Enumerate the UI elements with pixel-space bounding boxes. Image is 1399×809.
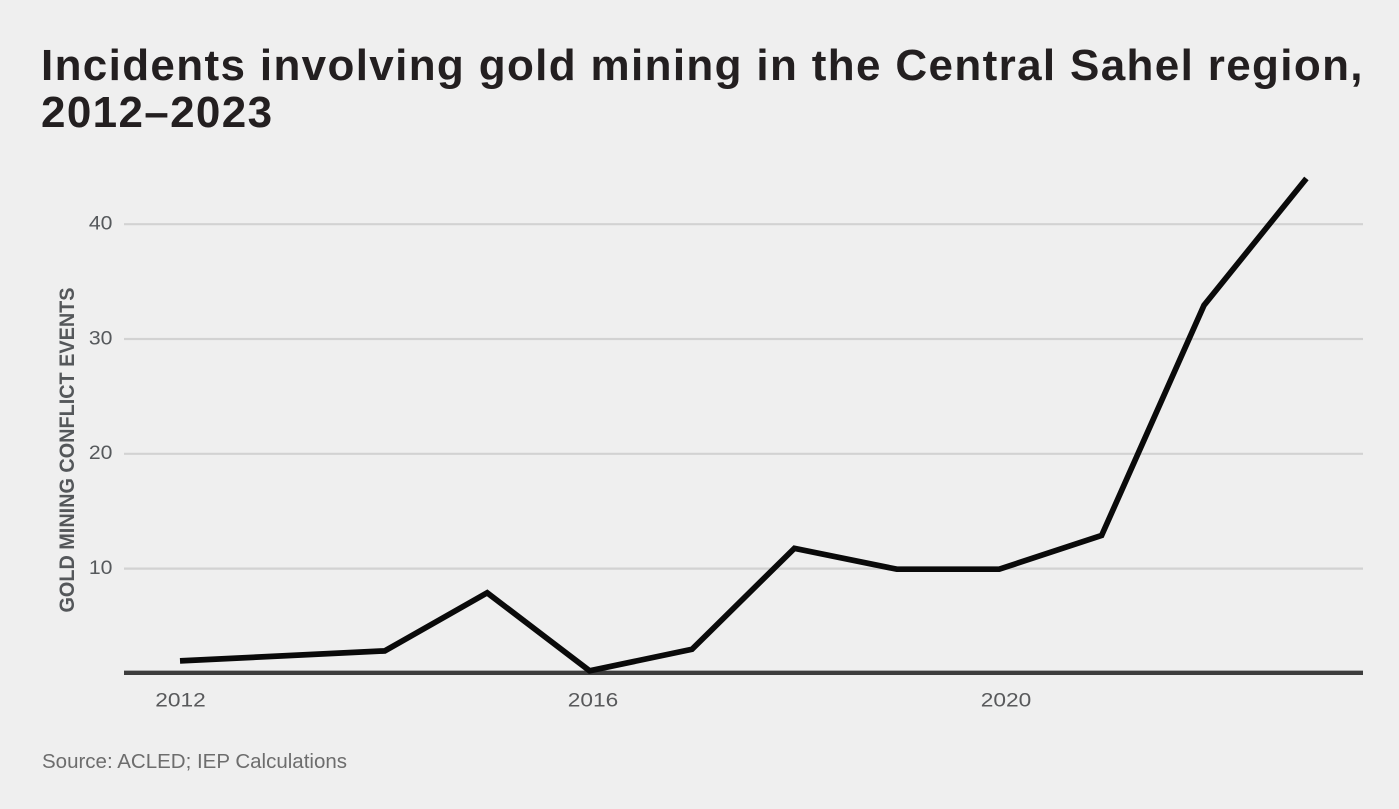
svg-text:40: 40 <box>89 213 113 235</box>
svg-text:GOLD MINING CONFLICT EVENTS: GOLD MINING CONFLICT EVENTS <box>56 287 79 612</box>
svg-text:2012: 2012 <box>155 689 206 711</box>
svg-text:2020: 2020 <box>981 689 1032 711</box>
svg-text:30: 30 <box>89 327 113 349</box>
svg-text:20: 20 <box>89 442 113 464</box>
svg-text:10: 10 <box>89 557 113 579</box>
svg-text:2016: 2016 <box>568 689 619 711</box>
